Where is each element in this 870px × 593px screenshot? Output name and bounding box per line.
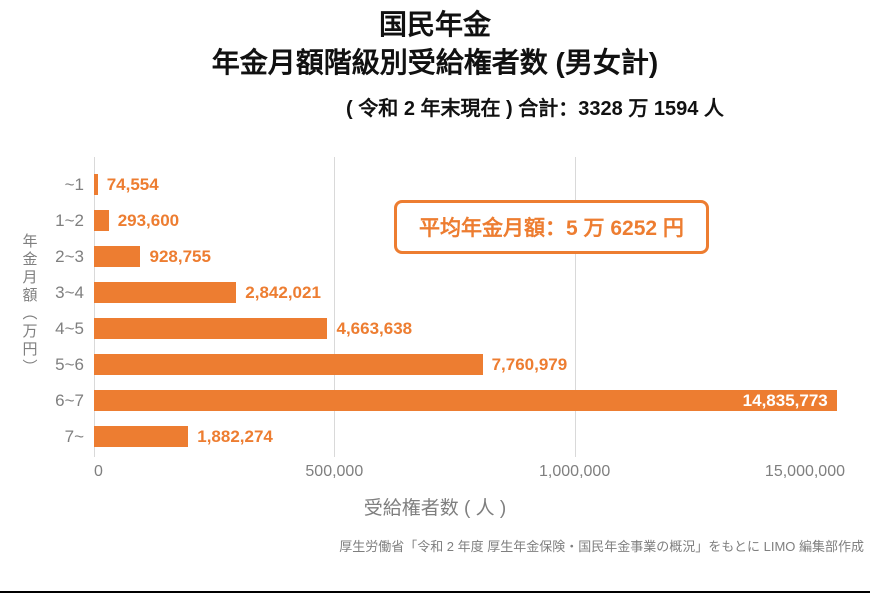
average-annotation-box: 平均年金月額：5 万 6252 円 — [394, 199, 709, 254]
bar: 14,835,773 — [94, 390, 837, 412]
bar-row: 1,882,274 — [94, 419, 845, 455]
bar-row: 928,755 — [94, 239, 845, 275]
bar-value-label: 1,882,274 — [197, 426, 273, 446]
y-tick-label: 2~3 — [55, 246, 84, 266]
gridline — [334, 156, 336, 457]
bar-value-label: 7,760,979 — [491, 354, 568, 374]
bar — [94, 318, 328, 340]
bar-value-label: 74,554 — [106, 174, 159, 194]
bar — [94, 426, 189, 448]
chart-title: 国民年金 — [378, 9, 491, 40]
x-tick-label: 0 — [94, 462, 103, 480]
bar-value-label: 293,600 — [117, 210, 180, 230]
y-tick-label: 4~5 — [55, 318, 84, 338]
chart-subtitle: 年金月額階級別受給権者数 (男女計) — [211, 46, 659, 78]
bar — [94, 174, 98, 196]
bar-row: 293,600 — [94, 203, 845, 239]
x-ticks: 0 500,000 1,000,000 15,000,000 — [94, 455, 845, 483]
bar — [94, 246, 141, 268]
bar-row: 74,554 — [94, 167, 845, 203]
y-tick-label: ~1 — [64, 174, 84, 194]
x-tick-label: 15,000,000 — [764, 462, 845, 480]
y-axis-title-column: 年金月額（万円） — [14, 167, 44, 483]
bar-value-label: 928,755 — [149, 246, 211, 266]
gridline — [574, 156, 576, 457]
x-ticks-row: 0 500,000 1,000,000 15,000,000 — [44, 455, 845, 483]
ticks-spacer — [44, 455, 94, 483]
bar — [94, 210, 109, 232]
chart-region: 年金月額（万円） ~1 1~2 2~3 3~4 4~5 5~6 6~7 7~ 平均年金月額：5… — [0, 156, 870, 483]
bar-row: 7,760,979 — [94, 347, 845, 383]
chart-main: ~1 1~2 2~3 3~4 4~5 5~6 6~7 7~ 平均年金月額：5 万 6252 円… — [44, 156, 845, 483]
y-tick-label: 3~4 — [55, 282, 84, 302]
plot-row: ~1 1~2 2~3 3~4 4~5 5~6 6~7 7~ 平均年金月額：5 万 6252 円… — [44, 156, 845, 457]
bar-row: 2,842,021 — [94, 275, 845, 311]
bar — [94, 354, 483, 376]
y-axis-title: 年金月額（万円） — [20, 232, 38, 377]
chart-header: 国民年金 年金月額階級別受給権者数 (男女計) ( 令和 2 年末現在 ) 合計… — [0, 0, 870, 121]
bar-value-label: 14,835,773 — [742, 390, 828, 410]
y-tick-column: ~1 1~2 2~3 3~4 4~5 5~6 6~7 7~ — [44, 167, 94, 455]
x-axis-title: 受給権者数 ( 人 ) — [363, 497, 507, 519]
y-tick-label: 6~7 — [55, 390, 84, 410]
chart-caption: ( 令和 2 年末現在 ) 合計：3328 万 1594 人 — [346, 97, 724, 120]
bar — [94, 282, 237, 304]
bar-value-label: 4,663,638 — [336, 318, 413, 338]
bar-row: 4,663,638 — [94, 311, 845, 347]
y-axis-line — [94, 156, 95, 457]
x-tick-label: 500,000 — [305, 462, 364, 480]
y-tick-label: 5~6 — [55, 354, 84, 374]
plot-area: 平均年金月額：5 万 6252 円 74,554 293,600 928,755 2,… — [94, 156, 845, 457]
bar-row: 14,835,773 — [94, 383, 845, 419]
y-tick-label: 7~ — [64, 426, 84, 446]
bar-value-label: 2,842,021 — [245, 282, 321, 302]
y-tick-label: 1~2 — [55, 210, 84, 230]
x-tick-label: 1,000,000 — [539, 462, 611, 480]
source-credit: 厚生労働省「令和 2 年度 厚生年金保険・国民年金事業の概況」をもとに LIMO… — [339, 538, 864, 554]
